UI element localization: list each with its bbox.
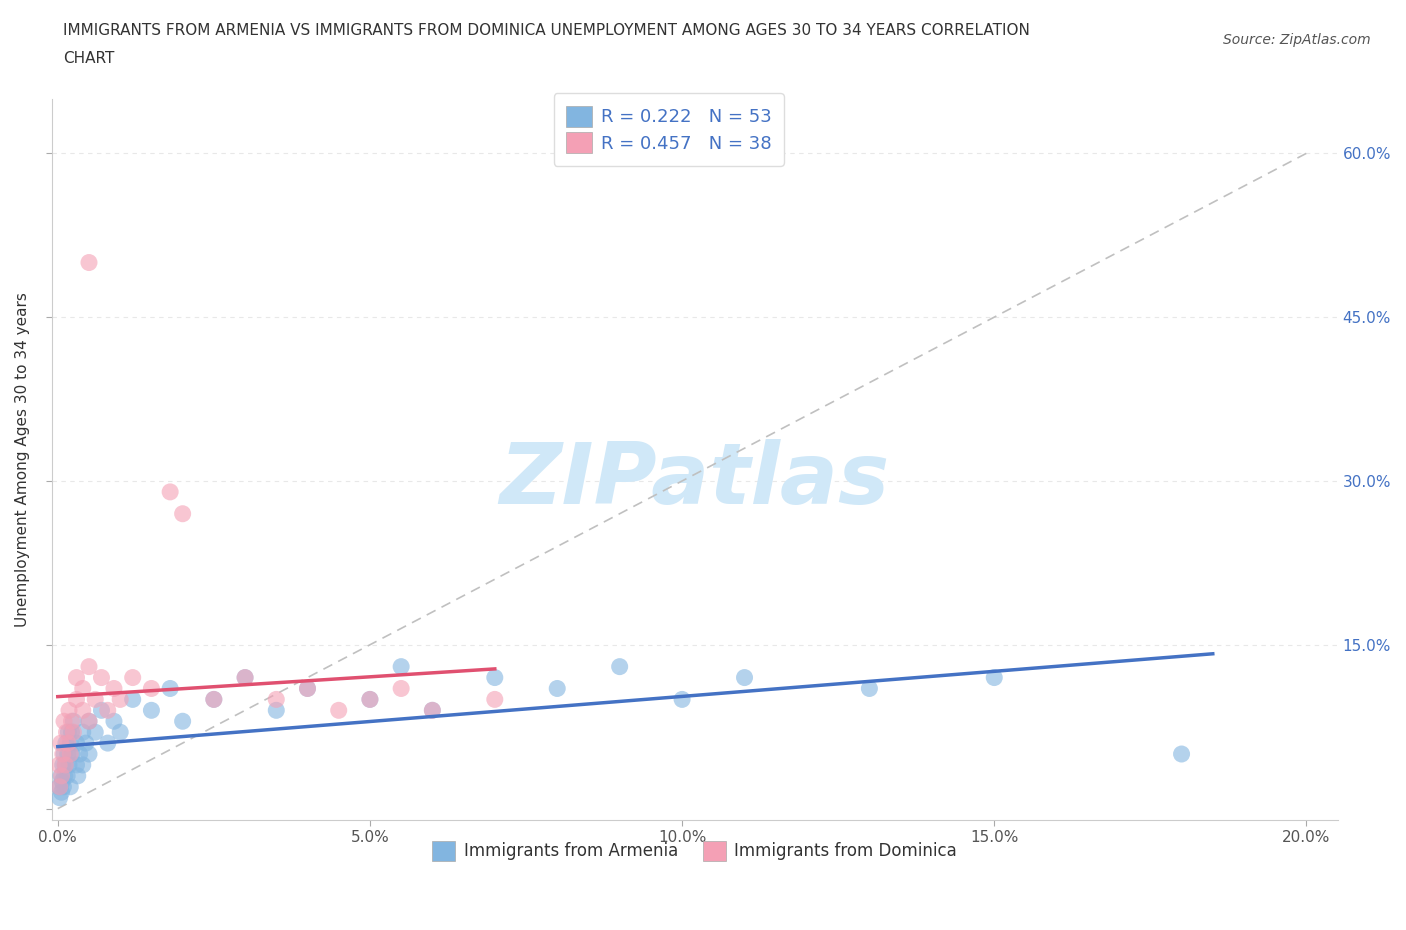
Point [49,736,72,751]
Point [983,671,1005,685]
Point [266,692,288,707]
Point [141,703,163,718]
Point [172,714,194,729]
Point [60,747,83,762]
Point [121,692,143,707]
Point [422,703,444,718]
Point [51,774,73,789]
Point [51,768,73,783]
Legend: Immigrants from Armenia, Immigrants from Dominica: Immigrants from Armenia, Immigrants from… [423,833,966,869]
Point [297,681,319,696]
Point [58,758,80,773]
Point [60,724,83,739]
Point [97,736,120,751]
Point [51,785,73,800]
Point [48,758,70,773]
Point [266,703,288,718]
Point [72,758,94,773]
Point [141,681,163,696]
Point [56,736,79,751]
Point [56,747,79,762]
Point [484,692,506,707]
Point [90,703,112,718]
Point [484,671,506,685]
Point [65,736,87,751]
Point [159,681,181,696]
Point [84,692,107,707]
Point [202,692,225,707]
Point [1170,747,1192,762]
Point [53,747,76,762]
Point [159,485,181,499]
Point [53,714,76,729]
Point [48,790,70,805]
Point [48,779,70,794]
Point [103,681,125,696]
Text: Source: ZipAtlas.com: Source: ZipAtlas.com [1223,33,1371,46]
Point [77,714,100,729]
Point [671,692,693,707]
Point [62,714,84,729]
Point [389,681,412,696]
Point [77,714,100,729]
Point [53,758,76,773]
Point [233,671,256,685]
Point [75,736,97,751]
Point [108,724,131,739]
Point [69,747,91,762]
Point [65,692,87,707]
Point [66,768,89,783]
Point [609,659,631,674]
Point [65,671,87,685]
Point [108,692,131,707]
Point [52,758,75,773]
Point [55,736,77,751]
Point [58,703,80,718]
Text: IMMIGRANTS FROM ARMENIA VS IMMIGRANTS FROM DOMINICA UNEMPLOYMENT AMONG AGES 30 T: IMMIGRANTS FROM ARMENIA VS IMMIGRANTS FR… [63,23,1031,38]
Point [233,671,256,685]
Point [52,747,75,762]
Point [52,779,75,794]
Point [65,758,87,773]
Point [55,724,77,739]
Text: CHART: CHART [63,51,115,66]
Point [359,692,381,707]
Point [53,758,76,773]
Point [90,671,112,685]
Point [202,692,225,707]
Point [77,255,100,270]
Point [59,736,82,751]
Point [58,724,80,739]
Point [53,768,76,783]
Point [328,703,350,718]
Point [56,768,79,783]
Point [734,671,756,685]
Point [858,681,880,696]
Point [59,747,82,762]
Point [59,779,82,794]
Point [297,681,319,696]
Point [97,703,120,718]
Point [60,714,83,729]
Point [72,681,94,696]
Point [389,659,412,674]
Point [72,703,94,718]
Point [84,724,107,739]
Point [121,671,143,685]
Point [546,681,568,696]
Point [422,703,444,718]
Point [77,747,100,762]
Text: ZIPatlas: ZIPatlas [499,439,890,523]
Y-axis label: Unemployment Among Ages 30 to 34 years: Unemployment Among Ages 30 to 34 years [15,292,30,627]
Point [49,768,72,783]
Point [62,724,84,739]
Point [77,659,100,674]
Point [103,714,125,729]
Point [72,724,94,739]
Point [359,692,381,707]
Point [172,506,194,521]
Point [48,779,70,794]
